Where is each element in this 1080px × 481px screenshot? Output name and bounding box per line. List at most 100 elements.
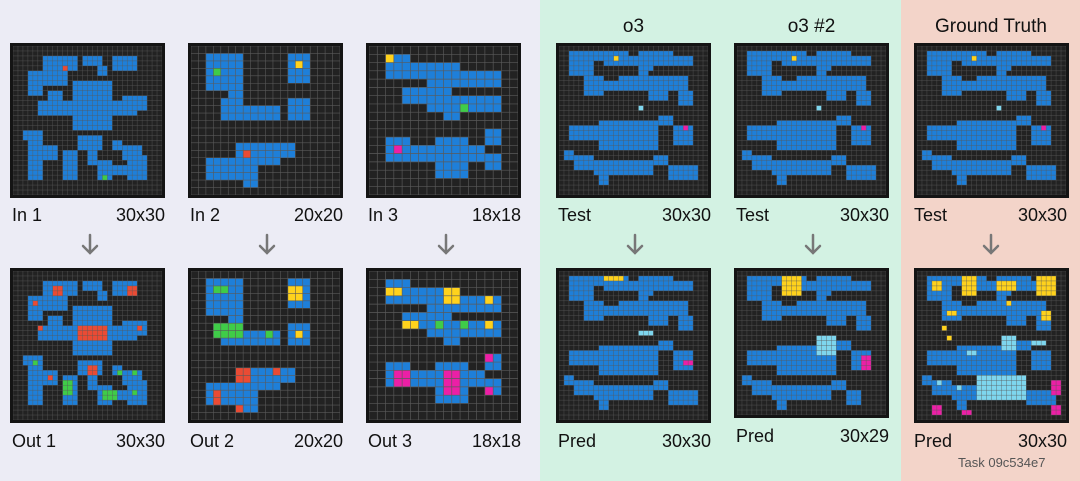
output-label-2: Out 2 bbox=[190, 431, 235, 451]
cyan-fill bbox=[638, 330, 654, 336]
blue-region bbox=[926, 125, 942, 141]
blue-region bbox=[220, 98, 244, 121]
yellow-fill bbox=[295, 330, 303, 339]
blue-region bbox=[583, 350, 599, 366]
yellow-fill bbox=[946, 335, 952, 341]
o3-test-grid bbox=[556, 43, 711, 198]
blue-region bbox=[583, 125, 599, 141]
down-arrow-icon bbox=[258, 233, 276, 255]
output-size-2: 20x20 bbox=[293, 431, 343, 451]
yellow-seed bbox=[971, 55, 977, 61]
ground-truth-size: 30x30 bbox=[1017, 431, 1067, 451]
red-fill bbox=[235, 405, 244, 413]
blue-region bbox=[746, 350, 762, 366]
green-fill bbox=[435, 320, 444, 329]
grid-in-1 bbox=[13, 46, 162, 195]
ground-truth-test-label: Test bbox=[914, 205, 948, 225]
grid-test-gt bbox=[917, 46, 1066, 195]
blue-region bbox=[122, 95, 148, 111]
blue-region bbox=[856, 315, 872, 331]
grid-in-2 bbox=[191, 46, 340, 195]
green-fill bbox=[132, 390, 138, 396]
blue-region bbox=[746, 275, 772, 301]
blue-region bbox=[568, 125, 584, 141]
input-grid-3 bbox=[366, 43, 521, 198]
output-grid-3 bbox=[366, 268, 521, 423]
task-id: Task 09c534e7 bbox=[958, 455, 1046, 470]
o3-test-label: Test bbox=[558, 205, 592, 225]
magenta-seed bbox=[393, 145, 403, 154]
blue-region bbox=[941, 350, 957, 366]
o3-test-size: 30x30 bbox=[661, 205, 711, 225]
cyan-seed bbox=[996, 105, 1002, 111]
cyan-seed bbox=[816, 105, 822, 111]
green-fill bbox=[32, 360, 38, 366]
down-arrow-icon bbox=[626, 233, 644, 255]
blue-region bbox=[856, 90, 872, 106]
cyan-fill bbox=[936, 380, 942, 386]
ground-truth-pred-label: Pred bbox=[914, 431, 953, 451]
blue-region bbox=[678, 90, 694, 106]
yellow-seed bbox=[791, 55, 797, 61]
o3-2-prediction-grid bbox=[734, 268, 889, 418]
grid-out-3 bbox=[369, 271, 518, 420]
grid-out-1 bbox=[13, 271, 162, 420]
input-grid-2 bbox=[188, 43, 343, 198]
ground-truth-test-grid bbox=[914, 43, 1069, 198]
magenta-seed bbox=[1041, 125, 1047, 131]
blue-region bbox=[62, 280, 78, 296]
blue-region bbox=[287, 98, 311, 121]
green-seed bbox=[460, 103, 469, 113]
red-fill bbox=[272, 367, 281, 376]
o3-pred-label: Pred bbox=[558, 431, 597, 451]
o3-2-header: o3 #2 bbox=[787, 16, 836, 37]
blue-region bbox=[761, 350, 777, 366]
output-label-1: Out 1 bbox=[12, 431, 57, 451]
down-arrow-icon bbox=[437, 233, 455, 255]
red-seed bbox=[243, 150, 251, 158]
blue-region bbox=[568, 350, 584, 366]
magenta-seed bbox=[683, 125, 689, 131]
blue-region bbox=[122, 320, 148, 336]
yellow-fill bbox=[1006, 300, 1012, 306]
red-fill bbox=[32, 300, 38, 306]
ground-truth-test-size: 30x30 bbox=[1017, 205, 1067, 225]
cyan-fill bbox=[1001, 335, 1017, 351]
blue-region bbox=[42, 145, 58, 161]
blue-region bbox=[678, 315, 694, 331]
output-grid-2 bbox=[188, 268, 343, 423]
yellow-fill bbox=[484, 320, 494, 329]
yellow-seed bbox=[613, 55, 619, 61]
grid-pred-o3 bbox=[559, 271, 708, 420]
red-seed bbox=[62, 65, 68, 71]
output-grid-1 bbox=[10, 268, 165, 423]
down-arrow-icon bbox=[804, 233, 822, 255]
green-seed bbox=[213, 68, 221, 76]
grid-pred-o3-2 bbox=[737, 271, 886, 415]
input-size-1: 30x30 bbox=[115, 205, 165, 225]
blue-region bbox=[77, 135, 103, 151]
ground-truth-output-grid bbox=[914, 268, 1069, 423]
blue-region bbox=[568, 50, 594, 76]
o3-2-test-size: 30x30 bbox=[839, 205, 889, 225]
blue-region bbox=[27, 295, 43, 321]
input-label-3: In 3 bbox=[368, 205, 399, 225]
o3-2-test-grid bbox=[734, 43, 889, 198]
o3-2-pred-size: 30x29 bbox=[839, 426, 889, 446]
blue-region bbox=[846, 390, 862, 406]
green-seed bbox=[102, 175, 108, 181]
input-label-1: In 1 bbox=[12, 205, 43, 225]
red-fill bbox=[47, 375, 53, 381]
cyan-seed bbox=[638, 105, 644, 111]
output-size-1: 30x30 bbox=[115, 431, 165, 451]
green-fill bbox=[117, 370, 123, 376]
input-label-2: In 2 bbox=[190, 205, 221, 225]
o3-2-test-label: Test bbox=[736, 205, 770, 225]
blue-region bbox=[761, 125, 777, 141]
output-label-3: Out 3 bbox=[368, 431, 413, 451]
blue-region bbox=[1036, 90, 1052, 106]
blue-region bbox=[926, 50, 952, 76]
yellow-fill bbox=[941, 325, 947, 331]
green-fill bbox=[265, 330, 273, 339]
cyan-fill bbox=[956, 385, 962, 391]
